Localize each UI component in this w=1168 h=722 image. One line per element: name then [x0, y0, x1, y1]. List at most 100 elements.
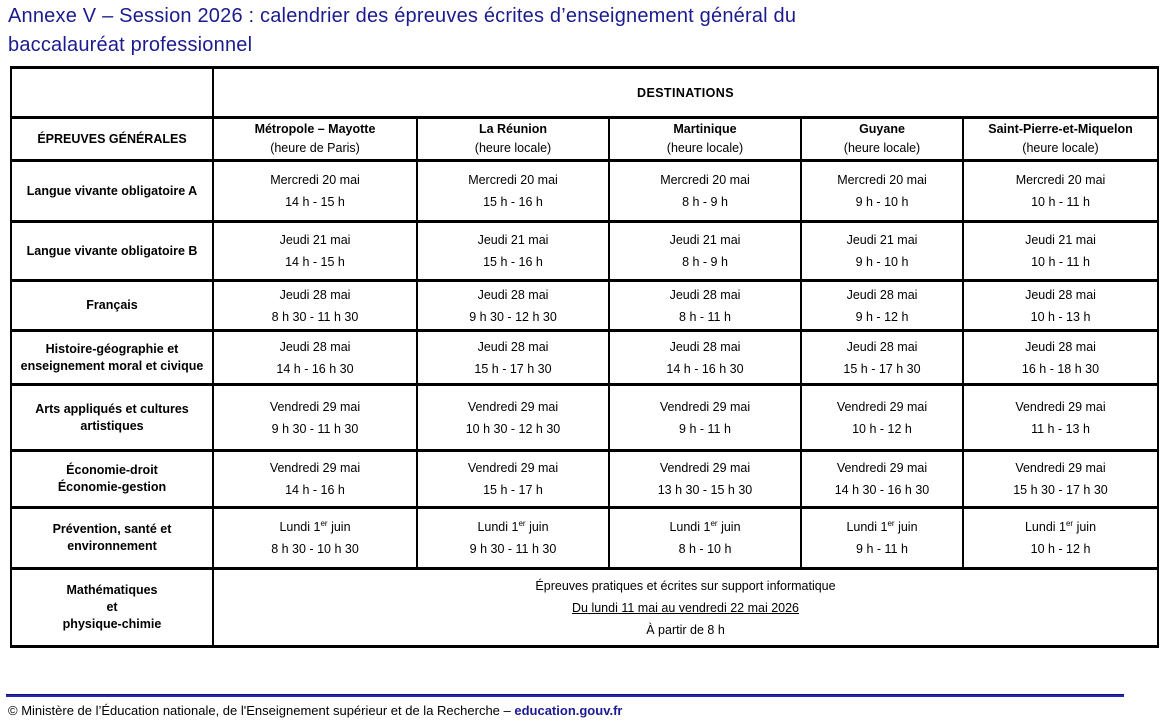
- exam-date: Jeudi 28 mai: [846, 339, 918, 354]
- exam-time: 15 h 30 - 17 h 30: [1013, 483, 1108, 497]
- exam-date: Jeudi 28 mai: [669, 287, 741, 302]
- exam-time: 10 h - 12 h: [852, 421, 912, 436]
- exam-time: 10 h - 12 h: [1030, 542, 1091, 556]
- exam-time: 14 h - 16 h 30: [276, 361, 354, 376]
- schedule-cell: Jeudi 28 mai 8 h - 11 h: [608, 279, 802, 332]
- corner-spacer: [10, 66, 214, 119]
- exam-date: Jeudi 28 mai: [669, 339, 741, 354]
- exam-time: 9 h - 10 h: [855, 195, 909, 209]
- column-header-metropole-mayotte: Métropole – Mayotte (heure de Paris): [212, 116, 418, 162]
- exam-time: 8 h - 11 h: [679, 309, 731, 324]
- merged-line-2: Du lundi 11 mai au vendredi 22 mai 2026: [572, 600, 799, 615]
- column-subtitle: (heure locale): [843, 141, 921, 155]
- exam-time: 15 h - 17 h 30: [474, 361, 552, 376]
- exam-time: 13 h 30 - 15 h 30: [657, 483, 753, 497]
- schedule-cell: Mercredi 20 mai 8 h - 9 h: [608, 159, 802, 223]
- schedule-cell: Lundi 1er juin 8 h - 10 h: [608, 506, 802, 570]
- exam-date: Mercredi 20 mai: [468, 173, 558, 187]
- ordinal-superscript: er: [518, 518, 526, 528]
- row-label-economie: Économie-droit Économie-gestion: [10, 449, 214, 509]
- exam-date: Jeudi 28 mai: [1025, 339, 1096, 354]
- table-row: Prévention, santé et environnement Lundi…: [10, 506, 1160, 570]
- schedule-cell: Jeudi 28 mai 16 h - 18 h 30: [961, 329, 1160, 386]
- exam-date: Mercredi 20 mai: [837, 173, 927, 187]
- exam-time: 9 h - 11 h: [679, 421, 731, 436]
- exam-time: 14 h - 16 h 30: [666, 361, 744, 376]
- exam-time: 9 h 30 - 12 h 30: [469, 309, 557, 324]
- schedule-cell: Lundi 1er juin 9 h 30 - 11 h 30: [416, 506, 610, 570]
- exam-time: 9 h 30 - 11 h 30: [469, 542, 557, 556]
- schedule-cell: Jeudi 28 mai 14 h - 16 h 30: [608, 329, 802, 386]
- exam-date: Vendredi 29 mai: [659, 461, 751, 475]
- exam-time: 9 h - 12 h: [855, 309, 909, 324]
- schedule-cell: Vendredi 29 mai 9 h 30 - 11 h 30: [212, 383, 418, 452]
- schedule-cell: Jeudi 28 mai 10 h - 13 h: [961, 279, 1160, 332]
- exam-time: 11 h - 13 h: [1031, 421, 1090, 436]
- exam-date: Vendredi 29 mai: [467, 461, 559, 475]
- column-name: Martinique: [673, 122, 737, 136]
- merged-line-3: À partir de 8 h: [646, 622, 725, 637]
- exam-date: Jeudi 21 mai: [669, 233, 741, 247]
- exam-time: 15 h - 17 h 30: [843, 361, 921, 376]
- exam-date: Mercredi 20 mai: [660, 173, 750, 187]
- merged-line-1: Épreuves pratiques et écrites sur suppor…: [535, 578, 836, 593]
- footer-text: © Ministère de l’Éducation nationale, de…: [8, 703, 515, 718]
- schedule-cell: Jeudi 28 mai 8 h 30 - 11 h 30: [212, 279, 418, 332]
- exam-date: Jeudi 21 mai: [279, 233, 351, 247]
- schedule-cell: Jeudi 21 mai 15 h - 16 h: [416, 220, 610, 282]
- exam-date: Vendredi 29 mai: [1015, 399, 1106, 414]
- column-name: Saint-Pierre-et-Miquelon: [988, 122, 1133, 136]
- column-name: Métropole – Mayotte: [254, 122, 376, 136]
- exam-time: 9 h - 11 h: [856, 542, 908, 556]
- column-subtitle: (heure locale): [474, 141, 552, 155]
- exam-date: Vendredi 29 mai: [1015, 461, 1106, 475]
- exam-date: Jeudi 21 mai: [1025, 233, 1096, 247]
- exam-date: Lundi 1er juin: [669, 518, 741, 534]
- exam-date: Vendredi 29 mai: [836, 399, 928, 414]
- exam-date: Mercredi 20 mai: [270, 173, 360, 187]
- row-label-prevention-sante: Prévention, santé et environnement: [10, 506, 214, 570]
- exam-date: Vendredi 29 mai: [659, 399, 751, 414]
- schedule-cell: Mercredi 20 mai 10 h - 11 h: [961, 159, 1160, 223]
- exam-date: Lundi 1er juin: [1024, 518, 1097, 534]
- exam-date: Jeudi 28 mai: [477, 339, 549, 354]
- ordinal-superscript: er: [887, 518, 895, 528]
- column-subtitle: (heure locale): [666, 141, 744, 155]
- column-header-guyane: Guyane (heure locale): [800, 116, 964, 162]
- column-header-la-reunion: La Réunion (heure locale): [416, 116, 610, 162]
- exam-time: 8 h 30 - 11 h 30: [271, 309, 359, 324]
- footer-copyright: © Ministère de l’Éducation nationale, de…: [8, 702, 622, 720]
- table-row: Français Jeudi 28 mai 8 h 30 - 11 h 30 Je…: [10, 279, 1160, 332]
- exam-date: Jeudi 28 mai: [846, 287, 918, 302]
- schedule-cell: Jeudi 21 mai 14 h - 15 h: [212, 220, 418, 282]
- exam-time: 8 h - 9 h: [682, 255, 728, 269]
- exam-time: 9 h 30 - 11 h 30: [271, 421, 359, 436]
- exam-calendar-table: DESTINATIONS ÉPREUVES GÉNÉRALES Métropol…: [10, 66, 1160, 648]
- row-label-mathematiques: Mathématiques et physique-chimie: [10, 567, 214, 648]
- schedule-cell: Vendredi 29 mai 10 h 30 - 12 h 30: [416, 383, 610, 452]
- epreuves-generales-header: ÉPREUVES GÉNÉRALES: [10, 116, 214, 162]
- schedule-cell: Vendredi 29 mai 14 h - 16 h: [212, 449, 418, 509]
- column-header-martinique: Martinique (heure locale): [608, 116, 802, 162]
- exam-time: 14 h - 16 h: [285, 483, 345, 497]
- schedule-cell: Vendredi 29 mai 14 h 30 - 16 h 30: [800, 449, 964, 509]
- exam-time: 8 h - 9 h: [682, 195, 728, 209]
- exam-date: Jeudi 21 mai: [477, 233, 549, 247]
- exam-time: 15 h - 16 h: [483, 255, 543, 269]
- exam-time: 8 h 30 - 10 h 30: [271, 542, 359, 556]
- row-label-langue-vivante-b: Langue vivante obligatoire B: [10, 220, 214, 282]
- table-row: Arts appliqués et cultures artistiques V…: [10, 383, 1160, 452]
- ordinal-superscript: er: [1065, 518, 1074, 528]
- exam-time: 8 h - 10 h: [678, 542, 732, 556]
- footer-link-education-gouv-fr[interactable]: education.gouv.fr: [514, 703, 623, 718]
- exam-time: 10 h 30 - 12 h 30: [465, 421, 561, 436]
- exam-date: Lundi 1er juin: [279, 518, 351, 534]
- table-row: Économie-droit Économie-gestion Vendredi…: [10, 449, 1160, 509]
- exam-date: Jeudi 28 mai: [279, 339, 351, 354]
- exam-time: 10 h - 11 h: [1031, 195, 1090, 209]
- schedule-cell: Jeudi 28 mai 14 h - 16 h 30: [212, 329, 418, 386]
- table-row: Langue vivante obligatoire A Mercredi 20…: [10, 159, 1160, 223]
- exam-time: 9 h - 10 h: [855, 255, 909, 269]
- schedule-cell: Vendredi 29 mai 13 h 30 - 15 h 30: [608, 449, 802, 509]
- schedule-cell: Lundi 1er juin 8 h 30 - 10 h 30: [212, 506, 418, 570]
